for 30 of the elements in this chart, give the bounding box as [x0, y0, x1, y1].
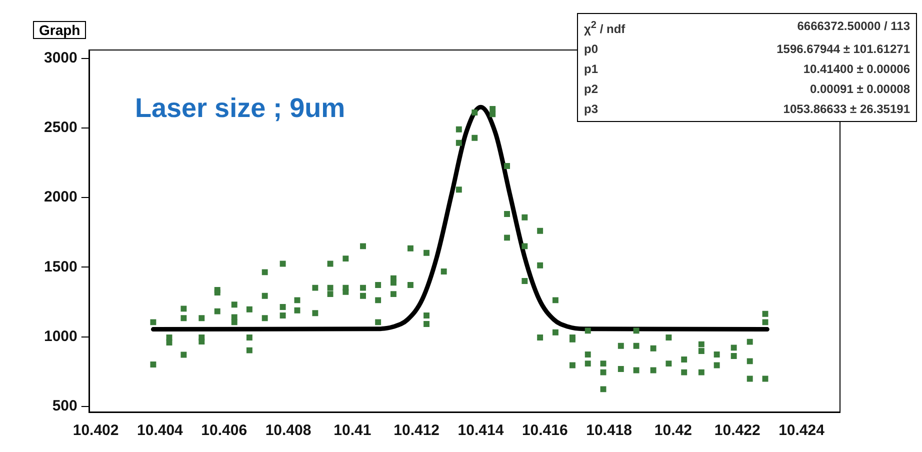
annotation: p2: [584, 81, 598, 98]
x-tick-label: 10.414: [458, 422, 504, 440]
annotation: 10.41400 ± 0.00006: [803, 61, 910, 78]
y-tick-label: 2000: [44, 188, 78, 206]
y-tick-label: 1500: [44, 258, 78, 276]
x-tick-label: 10.402: [72, 422, 119, 440]
x-tick-label: 10.422: [714, 422, 760, 440]
annotation: p1: [584, 61, 598, 78]
annotation: 1053.86633 ± 26.35191: [783, 101, 910, 118]
x-tick-label: 10.41: [334, 422, 372, 440]
annotation: p0: [584, 41, 598, 58]
annotation: 0.00091 ± 0.00008: [810, 81, 910, 98]
x-tick-label: 10.42: [654, 422, 692, 440]
y-tick-label: 1000: [44, 328, 78, 345]
y-tick-label: 500: [52, 398, 78, 415]
text: 6666372.50000 / 113: [797, 18, 910, 35]
x-tick-label: 10.412: [394, 422, 440, 440]
y-tick-label: 2500: [44, 119, 78, 136]
x-tick-label: 10.424: [778, 422, 826, 440]
chart-title: Graph: [33, 21, 86, 39]
x-tick-label: 10.404: [136, 422, 184, 440]
y-tick-label: 3000: [44, 49, 78, 66]
annotation: Laser size ; 9um: [135, 93, 346, 124]
text: χ$^{2}$ / ndf: [584, 19, 626, 38]
x-tick-label: 10.416: [522, 422, 568, 440]
x-tick-label: 10.408: [265, 422, 312, 440]
annotation: 1596.67944 ± 101.61271: [776, 41, 910, 58]
annotation: p3: [584, 101, 598, 118]
x-tick-label: 10.418: [586, 422, 632, 440]
x-tick-label: 10.406: [201, 422, 248, 440]
